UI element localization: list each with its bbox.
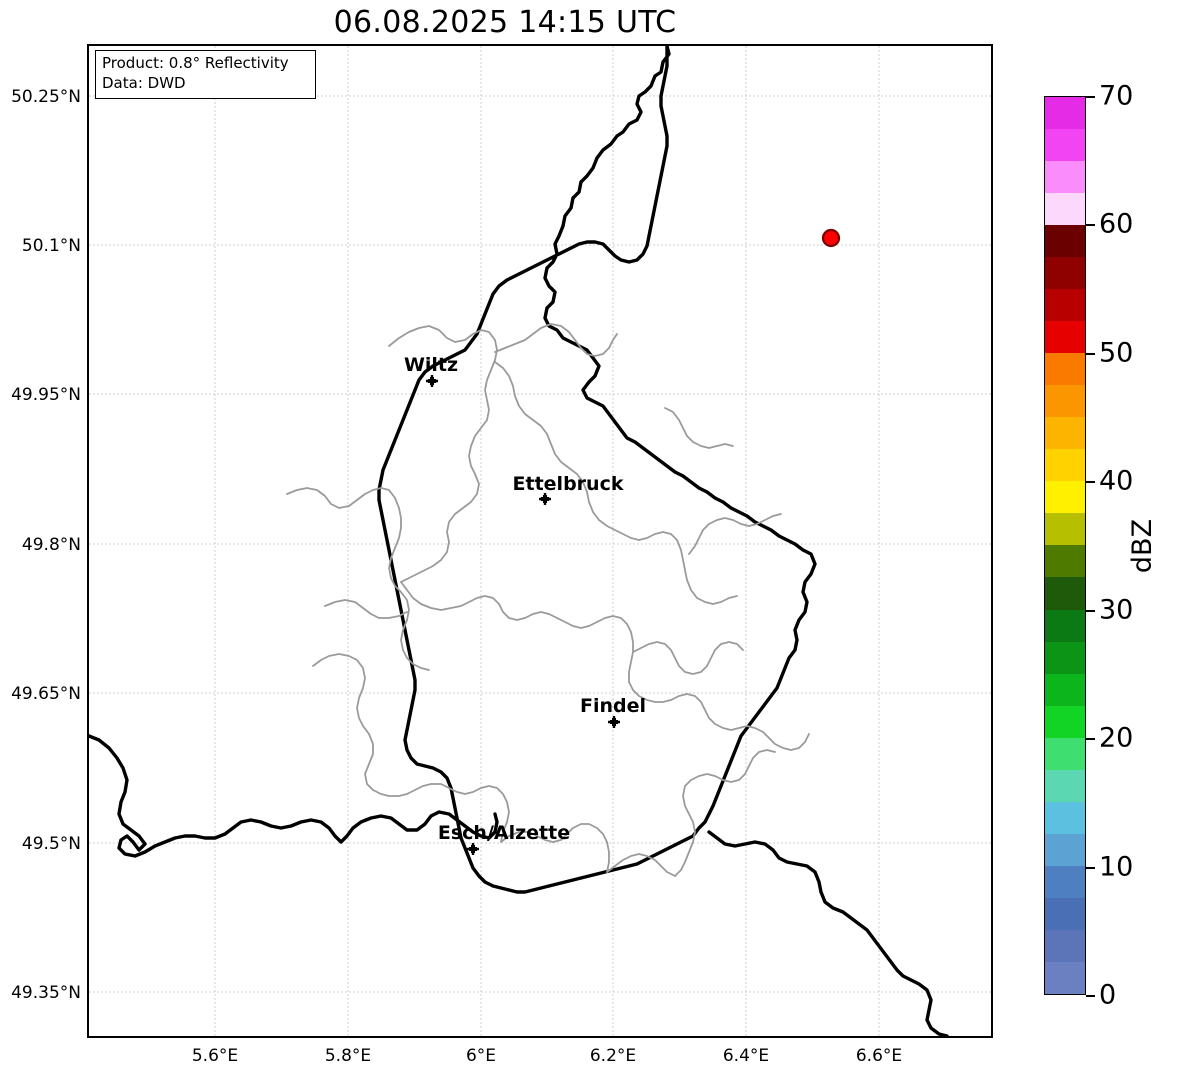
y-tick-label: 50.25°N (11, 87, 81, 107)
colorbar-segment (1045, 737, 1085, 770)
colorbar-segment (1045, 129, 1085, 162)
colorbar-segment (1045, 769, 1085, 802)
y-tick-label: 49.95°N (11, 385, 81, 405)
colorbar-segment (1045, 385, 1085, 418)
neighbour-borders (89, 734, 949, 1036)
colorbar-segment (1045, 161, 1085, 194)
city-marker-wiltz (426, 375, 438, 387)
canton-borders (286, 323, 810, 877)
info-box: Product: 0.8° Reflectivity Data: DWD (95, 50, 316, 99)
colorbar-segment (1045, 481, 1085, 514)
colorbar-tick (1086, 995, 1095, 997)
colorbar-tick-label: 20 (1099, 722, 1134, 754)
colorbar-segment (1045, 97, 1085, 130)
colorbar-segment (1045, 673, 1085, 706)
colorbar-tick-label: 40 (1099, 465, 1134, 497)
x-tick-label: 6°E (465, 1046, 497, 1066)
colorbar-tick-label: 50 (1099, 337, 1134, 369)
x-tick-label: 6.2°E (589, 1046, 637, 1066)
map-plot-area[interactable]: Wiltz Ettelbruck Findel Esch/Alzette (87, 44, 993, 1038)
colorbar-tick (1086, 867, 1095, 869)
colorbar-segment (1045, 705, 1085, 738)
colorbar-tick-label: 70 (1099, 80, 1134, 112)
x-tick-label: 5.8°E (324, 1046, 372, 1066)
colorbar-tick-label: 30 (1099, 594, 1134, 626)
city-label-findel: Findel (579, 695, 647, 717)
colorbar-segment (1045, 929, 1085, 962)
colorbar-segment (1045, 801, 1085, 834)
colorbar-segment (1045, 865, 1085, 898)
radar-echo-cell (821, 228, 841, 248)
colorbar-segment (1045, 225, 1085, 258)
y-tick-label: 49.5°N (21, 834, 81, 854)
colorbar-tick-label: 10 (1099, 851, 1134, 883)
colorbar-segment (1045, 321, 1085, 354)
colorbar-segment (1045, 897, 1085, 930)
city-label-esch-alzette: Esch/Alzette (437, 822, 571, 844)
map-canvas (89, 46, 991, 1036)
colorbar-tick (1086, 96, 1095, 98)
colorbar-tick (1086, 353, 1095, 355)
y-tick-label: 50.1°N (21, 236, 81, 256)
x-tick-label: 5.6°E (191, 1046, 239, 1066)
colorbar-segment (1045, 449, 1085, 482)
y-tick-label: 49.35°N (11, 983, 81, 1003)
colorbar-segment (1045, 833, 1085, 866)
info-data-line: Data: DWD (102, 73, 186, 92)
colorbar-segment (1045, 513, 1085, 546)
x-tick-label: 6.6°E (855, 1046, 903, 1066)
y-tick-label: 49.65°N (11, 684, 81, 704)
colorbar-tick (1086, 224, 1095, 226)
y-tick-label: 49.8°N (21, 535, 81, 555)
colorbar-segment (1045, 641, 1085, 674)
page-title: 06.08.2025 14:15 UTC (333, 5, 677, 40)
colorbar-tick-label: 0 (1099, 979, 1117, 1011)
colorbar-segment (1045, 193, 1085, 226)
colorbar-segment (1045, 257, 1085, 290)
colorbar-tick-label: 60 (1099, 208, 1134, 240)
city-marker-esch-alzette (467, 843, 479, 855)
city-label-wiltz: Wiltz (403, 354, 459, 376)
colorbar-segment (1045, 577, 1085, 610)
colorbar-tick (1086, 481, 1095, 483)
info-product-line: Product: 0.8° Reflectivity (102, 54, 289, 72)
colorbar[interactable] (1044, 96, 1086, 995)
x-tick-label: 6.4°E (722, 1046, 770, 1066)
city-marker-ettelbruck (539, 493, 551, 505)
colorbar-segment (1045, 417, 1085, 450)
colorbar-segment (1045, 289, 1085, 322)
colorbar-axis-label: dBZ (1127, 518, 1158, 574)
colorbar-segment (1045, 545, 1085, 578)
city-label-ettelbruck: Ettelbruck (512, 473, 624, 495)
colorbar-tick (1086, 738, 1095, 740)
colorbar-segment (1045, 353, 1085, 386)
colorbar-segment (1045, 609, 1085, 642)
city-marker-findel (608, 716, 620, 728)
colorbar-tick (1086, 610, 1095, 612)
colorbar-segment (1045, 961, 1085, 994)
